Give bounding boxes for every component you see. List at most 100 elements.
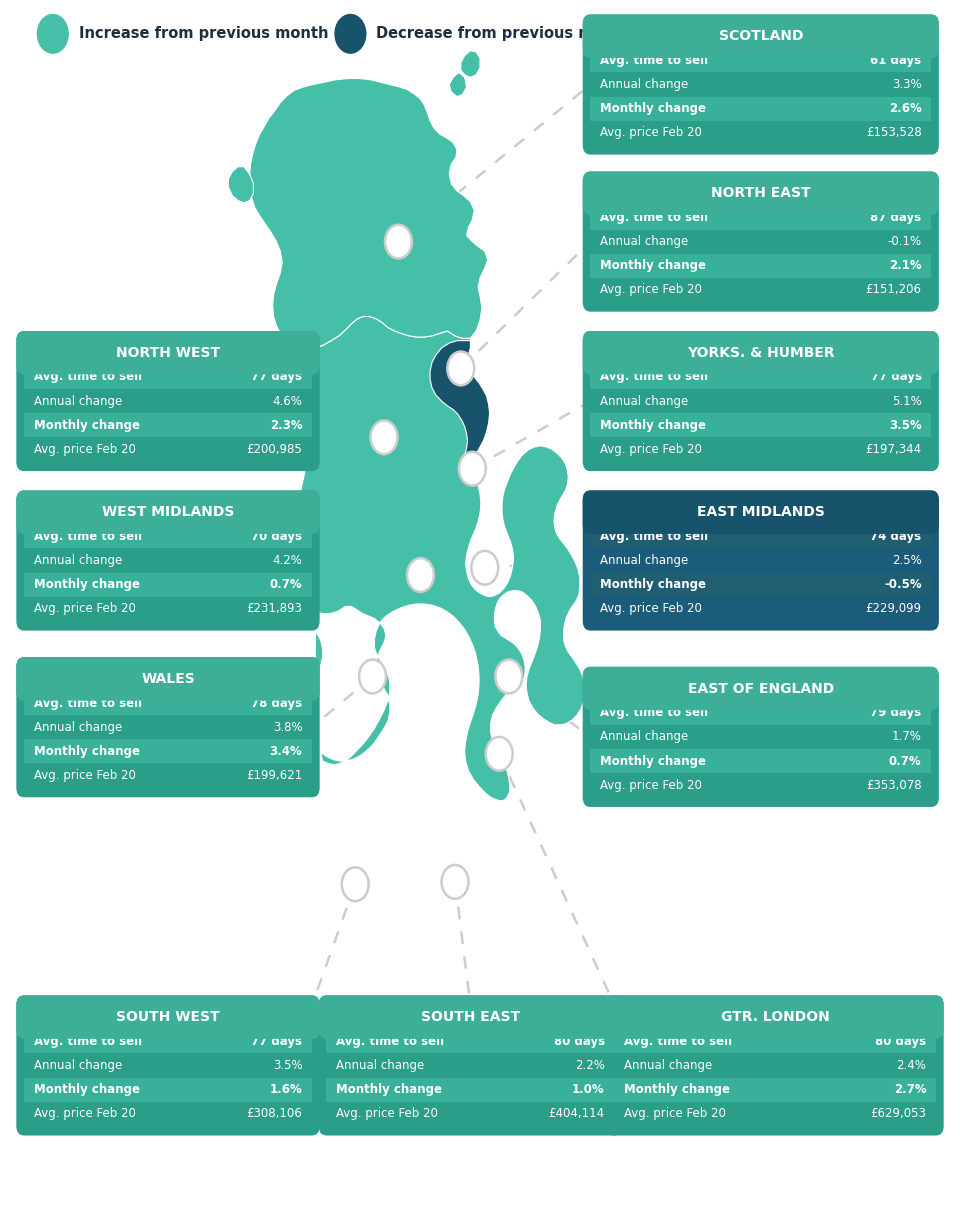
- Text: £199,621: £199,621: [246, 769, 302, 782]
- Circle shape: [359, 660, 386, 693]
- FancyBboxPatch shape: [326, 1102, 614, 1126]
- FancyBboxPatch shape: [590, 278, 931, 302]
- FancyBboxPatch shape: [24, 1102, 312, 1126]
- Text: 80 days: 80 days: [554, 1035, 605, 1047]
- Text: Avg. time to sell: Avg. time to sell: [336, 1035, 444, 1047]
- Text: Avg. price Feb 20: Avg. price Feb 20: [336, 1108, 438, 1120]
- Text: £153,528: £153,528: [866, 127, 922, 139]
- Polygon shape: [251, 240, 585, 801]
- Text: 2.5%: 2.5%: [892, 554, 922, 567]
- Circle shape: [37, 14, 68, 53]
- Text: Annual change: Annual change: [600, 236, 688, 248]
- Text: Avg. time to sell: Avg. time to sell: [34, 371, 142, 383]
- FancyBboxPatch shape: [583, 667, 939, 710]
- Text: Decrease from previous month: Decrease from previous month: [376, 27, 632, 41]
- FancyBboxPatch shape: [326, 1078, 614, 1102]
- Text: 3.5%: 3.5%: [273, 1059, 302, 1071]
- FancyBboxPatch shape: [590, 48, 931, 72]
- Text: -0.1%: -0.1%: [887, 236, 922, 248]
- Text: 80 days: 80 days: [876, 1035, 926, 1047]
- Text: 70 days: 70 days: [252, 530, 302, 542]
- Text: NORTH EAST: NORTH EAST: [711, 186, 810, 201]
- Text: Avg. time to sell: Avg. time to sell: [600, 211, 708, 223]
- Text: Avg. time to sell: Avg. time to sell: [600, 54, 708, 66]
- Text: Annual change: Annual change: [600, 554, 688, 567]
- Text: Monthly change: Monthly change: [600, 103, 706, 115]
- FancyBboxPatch shape: [24, 763, 312, 788]
- Text: 3.5%: 3.5%: [889, 419, 922, 431]
- Text: Avg. price Feb 20: Avg. price Feb 20: [34, 443, 135, 455]
- Text: WEST MIDLANDS: WEST MIDLANDS: [102, 505, 234, 519]
- FancyBboxPatch shape: [24, 1078, 312, 1102]
- FancyBboxPatch shape: [24, 1053, 312, 1078]
- Text: £308,106: £308,106: [247, 1108, 302, 1120]
- Text: Avg. price Feb 20: Avg. price Feb 20: [600, 603, 702, 615]
- Circle shape: [459, 452, 486, 486]
- Circle shape: [442, 865, 468, 899]
- Text: 2.4%: 2.4%: [897, 1059, 926, 1071]
- Circle shape: [495, 660, 522, 693]
- Text: Monthly change: Monthly change: [34, 579, 139, 591]
- Circle shape: [342, 867, 369, 901]
- Polygon shape: [449, 72, 467, 97]
- FancyBboxPatch shape: [24, 691, 312, 715]
- FancyBboxPatch shape: [590, 597, 931, 621]
- Text: Monthly change: Monthly change: [600, 419, 706, 431]
- Circle shape: [407, 558, 434, 592]
- FancyBboxPatch shape: [607, 995, 944, 1136]
- FancyBboxPatch shape: [590, 437, 931, 461]
- Text: 5.1%: 5.1%: [892, 395, 922, 407]
- FancyBboxPatch shape: [590, 205, 931, 230]
- Text: Increase from previous month: Increase from previous month: [79, 27, 328, 41]
- FancyBboxPatch shape: [24, 413, 312, 437]
- FancyBboxPatch shape: [590, 254, 931, 278]
- Text: SCOTLAND: SCOTLAND: [718, 29, 804, 43]
- Circle shape: [471, 551, 498, 585]
- Text: Annual change: Annual change: [336, 1059, 424, 1071]
- Text: Avg. time to sell: Avg. time to sell: [600, 530, 708, 542]
- Text: 2.3%: 2.3%: [270, 419, 302, 431]
- FancyBboxPatch shape: [16, 490, 320, 534]
- Text: £151,206: £151,206: [866, 284, 922, 296]
- Text: 1.7%: 1.7%: [892, 731, 922, 743]
- Text: Avg. time to sell: Avg. time to sell: [34, 1035, 142, 1047]
- Text: 87 days: 87 days: [871, 211, 922, 223]
- Text: Avg. time to sell: Avg. time to sell: [624, 1035, 732, 1047]
- FancyBboxPatch shape: [16, 995, 320, 1039]
- FancyBboxPatch shape: [583, 172, 939, 312]
- FancyBboxPatch shape: [590, 701, 931, 725]
- FancyBboxPatch shape: [590, 524, 931, 548]
- Text: Avg. price Feb 20: Avg. price Feb 20: [600, 443, 702, 455]
- Text: Annual change: Annual change: [600, 395, 688, 407]
- FancyBboxPatch shape: [590, 573, 931, 597]
- Text: £229,099: £229,099: [866, 603, 922, 615]
- FancyBboxPatch shape: [590, 121, 931, 145]
- FancyBboxPatch shape: [583, 14, 939, 155]
- Text: 61 days: 61 days: [871, 54, 922, 66]
- Text: Annual change: Annual change: [34, 395, 122, 407]
- FancyBboxPatch shape: [583, 331, 939, 471]
- Text: Annual change: Annual change: [624, 1059, 712, 1071]
- Text: 4.6%: 4.6%: [273, 395, 302, 407]
- Text: 2.6%: 2.6%: [889, 103, 922, 115]
- FancyBboxPatch shape: [590, 72, 931, 97]
- Text: 2.7%: 2.7%: [894, 1084, 926, 1096]
- Circle shape: [447, 352, 474, 385]
- Circle shape: [335, 14, 366, 53]
- FancyBboxPatch shape: [16, 657, 320, 797]
- Text: 3.4%: 3.4%: [270, 745, 302, 757]
- Text: Avg. time to sell: Avg. time to sell: [34, 697, 142, 709]
- Text: 3.3%: 3.3%: [892, 79, 922, 91]
- Text: Monthly change: Monthly change: [34, 419, 139, 431]
- Text: SOUTH WEST: SOUTH WEST: [116, 1010, 220, 1024]
- Text: Avg. price Feb 20: Avg. price Feb 20: [600, 127, 702, 139]
- FancyBboxPatch shape: [24, 597, 312, 621]
- FancyBboxPatch shape: [590, 413, 931, 437]
- Text: £197,344: £197,344: [866, 443, 922, 455]
- Text: Avg. time to sell: Avg. time to sell: [34, 530, 142, 542]
- Text: 3.8%: 3.8%: [273, 721, 302, 733]
- Circle shape: [371, 420, 397, 454]
- Polygon shape: [250, 79, 488, 348]
- FancyBboxPatch shape: [590, 365, 931, 389]
- FancyBboxPatch shape: [583, 331, 939, 374]
